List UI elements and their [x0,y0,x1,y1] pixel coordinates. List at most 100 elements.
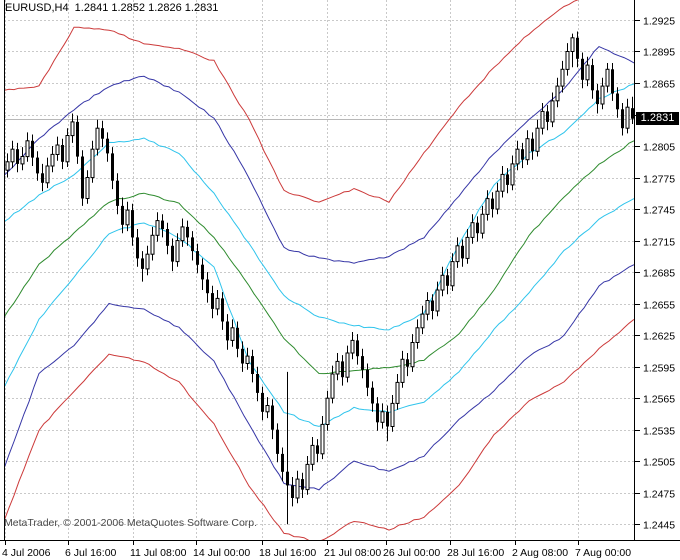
y-axis: 1.29251.28951.28651.28351.28051.27751.27… [635,16,675,532]
candle-bull [605,68,610,87]
candle-bull [10,148,15,163]
candle-bear [611,69,614,94]
candle-bear [371,387,374,404]
current-price-badge: 1.2831 [636,112,679,125]
candle-bull [455,245,460,263]
candle-bear [206,279,209,294]
candle-bear [281,453,284,472]
candle-bull [435,289,440,312]
candle-bull [440,274,445,291]
candle-bull [70,121,75,137]
candle-bull [145,253,150,270]
candle-bull [155,220,160,236]
candle-bull [330,373,335,399]
candle-bear [386,411,389,427]
y-axis-label: 1.2445 [643,520,675,532]
candle-bull [500,173,505,192]
candle-bear [286,471,289,486]
candle-bear [621,109,624,129]
candle-bear [631,108,634,119]
candle-bull [150,234,155,255]
candle-bull [95,127,100,150]
x-axis-label: 4 Jul 2006 [2,547,51,559]
candle-bear [431,300,434,311]
candle-bull [335,360,340,375]
y-axis-label: 1.2655 [643,300,675,312]
candle-bull [400,358,405,383]
candle-bull [540,110,545,129]
candle-bear [291,485,294,498]
candle-bear [341,361,344,378]
candle-bull [350,339,355,354]
y-axis-label: 1.2745 [643,205,675,217]
candle-bear [136,237,139,259]
candle-bull [600,85,605,105]
y-axis-label: 1.2805 [643,142,675,154]
y-axis-label: 1.2475 [643,489,675,501]
y-axis-label: 1.2715 [643,237,675,249]
x-axis-label: 2 Aug 08:00 [512,547,568,559]
candle-bear [521,149,524,160]
candle-bear [141,258,144,269]
candle-bull [465,236,470,259]
candle-bear [356,340,359,357]
candle-bear [196,251,199,265]
candle-bull [320,423,325,455]
band-blue_lower [4,264,634,491]
band-green_center [4,140,634,375]
candle-bull [415,327,420,343]
candle-bear [591,65,594,91]
candle-bull [55,144,60,155]
grid [4,0,634,540]
candle-bull [50,153,55,167]
candle-bull [420,313,425,329]
y-axis-label: 1.2865 [643,79,675,91]
candle-bear [221,298,224,322]
candle-bear [406,359,409,367]
candle-bear [316,445,319,454]
candle-bear [251,356,254,374]
candle-bear [81,156,84,199]
candle-bear [61,145,64,162]
x-axis-label: 11 Jul 08:00 [130,547,187,559]
candle-bull [570,37,575,52]
candle-bear [531,138,534,152]
candle-bull [410,342,415,368]
candle-bull [480,213,485,234]
candle-bear [191,237,194,252]
candle-bull [450,261,455,287]
band-blue_upper [4,46,634,264]
band-red_upper [4,0,579,203]
candles [5,31,634,525]
chart-title: EURUSD,H4 1.2841 1.2852 1.2826 1.2831 [5,2,219,14]
candle-bear [116,180,119,206]
axes [0,0,680,541]
candle-bear [616,93,619,110]
candle-bear [41,173,44,183]
candle-bull [510,163,515,186]
candle-bear [76,121,79,157]
candle-bear [301,479,304,490]
candle-bull [325,397,330,426]
candle-bull [25,140,30,158]
candle-bear [506,174,509,185]
candle-bull [380,411,385,423]
candle-bear [161,220,164,229]
candle-bear [226,321,229,341]
candle-bull [555,85,560,102]
y-axis-label: 1.2925 [643,16,675,28]
candle-bear [366,369,369,388]
y-axis-label: 1.2535 [643,426,675,438]
candle-bear [276,429,279,454]
candle-bull [310,444,315,465]
candle-bear [271,405,274,430]
candle-bull [485,198,490,215]
candle-bull [535,127,540,152]
candle-bull [395,381,400,404]
candle-bull [125,209,130,226]
candle-bull [515,148,520,165]
candle-bull [230,327,235,341]
candle-bull [215,297,220,310]
candle-bull [560,68,565,87]
